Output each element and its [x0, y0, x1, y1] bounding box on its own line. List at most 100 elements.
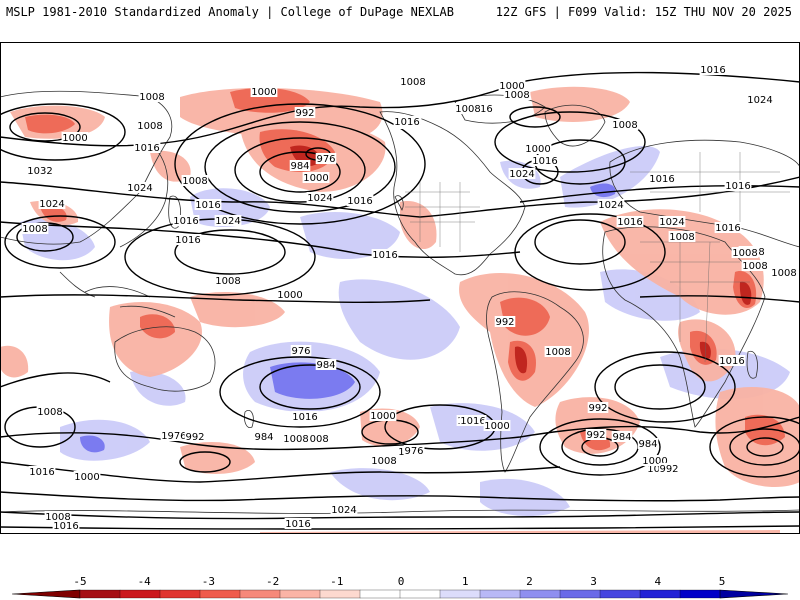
- contour-label-bg: [174, 234, 202, 245]
- contour-label-bg: [454, 103, 482, 114]
- contour-label-bg: [403, 445, 425, 456]
- contour-label-bg: [61, 132, 89, 143]
- contour-label: 1008: [742, 261, 767, 272]
- contour-label-bg: [290, 345, 312, 356]
- colorbar-left-arrow-icon: [11, 589, 81, 599]
- colorbar-tick-label: 5: [718, 575, 726, 588]
- contour-label-bg: [718, 355, 746, 366]
- contour-label-bg: [544, 346, 572, 357]
- contour-label-bg: [611, 431, 633, 442]
- contour-label-bg: [276, 289, 304, 300]
- contour-label: 1016: [649, 174, 674, 185]
- contour-label-bg: [73, 471, 101, 482]
- contour-label-bg: [38, 198, 66, 209]
- contour-label-bg: [587, 402, 609, 413]
- contour-label: 1024: [659, 217, 684, 228]
- contour-label-bg: [741, 260, 769, 271]
- contour-label: 1016: [460, 416, 485, 427]
- contour-label: 1008: [455, 104, 480, 115]
- contour-label-bg: [138, 91, 166, 102]
- contour-label-bg: [637, 438, 659, 449]
- contour-label: 1000: [251, 87, 276, 98]
- contour-label: 984: [254, 432, 273, 443]
- colorbar-cell: [639, 589, 681, 599]
- contour-label: 1008: [504, 90, 529, 101]
- contour-label: 976: [291, 346, 310, 357]
- contour-label-bg: [181, 175, 209, 186]
- contour-label: 984: [612, 432, 631, 443]
- colorbar-tick-label: -3: [201, 575, 216, 588]
- contour-label: 1016: [292, 412, 317, 423]
- contour-label-bg: [658, 463, 680, 474]
- contour-label-bg: [302, 172, 330, 183]
- contour-label: 1008: [612, 120, 637, 131]
- colorbar-cell: [79, 589, 121, 599]
- contour-label: 1016: [394, 117, 419, 128]
- contour-label-bg: [616, 216, 644, 227]
- contour-label: 1008: [22, 224, 47, 235]
- contour-label-bg: [44, 511, 72, 522]
- contour-label: 1016: [347, 196, 372, 207]
- contour-label: 1024: [747, 95, 772, 106]
- contour-label-bg: [699, 64, 727, 75]
- contour-label: 984: [316, 360, 335, 371]
- contour-label-bg: [26, 165, 54, 176]
- contour-label: 1024: [509, 169, 534, 180]
- colorbar-cell: [279, 589, 321, 599]
- colorbar-tick-label: 4: [654, 575, 662, 588]
- colorbar-cell: [319, 589, 361, 599]
- contour-label-bg: [21, 223, 49, 234]
- contour-label: 1016: [29, 467, 54, 478]
- contour-label-bg: [250, 86, 278, 97]
- contour-label-bg: [641, 455, 669, 466]
- contour-label-bg: [291, 411, 319, 422]
- contour-label-bg: [508, 168, 536, 179]
- contour-label: 1008: [45, 512, 70, 523]
- contour-label-bg: [315, 153, 337, 164]
- contour-label-bg: [531, 155, 559, 166]
- contour-label-bg: [253, 431, 275, 442]
- colorbar-cell: [559, 589, 601, 599]
- contour-label: 1016: [719, 356, 744, 367]
- contour-label-bg: [330, 504, 358, 515]
- colorbar-cell: [399, 589, 441, 599]
- contour-label-bg: [289, 160, 311, 171]
- contour-label-bg: [585, 429, 607, 440]
- colorbar-cell: [199, 589, 241, 599]
- colorbar-cell: [119, 589, 161, 599]
- isobars: [0, 71, 800, 530]
- contour-label-bg: [714, 222, 742, 233]
- colorbar-tick-label: 2: [526, 575, 533, 588]
- contour-label: 1008: [371, 456, 396, 467]
- contour-label-bg: [658, 216, 686, 227]
- contour-label: 1016: [195, 200, 220, 211]
- contour-label-bg: [393, 116, 421, 127]
- contour-label: 1016: [725, 181, 750, 192]
- contour-label-bg: [52, 520, 80, 531]
- colorbar-cell: [359, 589, 401, 599]
- contour-label: 976: [167, 431, 186, 442]
- contour-label: 1032: [27, 166, 52, 177]
- contour-label: 1008: [215, 276, 240, 287]
- contour-label: 1008: [545, 347, 570, 358]
- colorbar-tick-label: -2: [265, 575, 280, 588]
- contour-label: 1000: [277, 290, 302, 301]
- colorbar-cell: [479, 589, 521, 599]
- contour-label-bg: [306, 192, 334, 203]
- contour-label: 1008: [137, 121, 162, 132]
- colorbar-cell: [679, 589, 721, 599]
- colorbar-tick-label: 0: [397, 575, 405, 588]
- contour-label: 1008: [283, 434, 308, 445]
- contour-label-bg: [597, 199, 625, 210]
- contour-label-bg: [126, 182, 154, 193]
- contour-label: 1016: [372, 250, 397, 261]
- colorbar-tick-label: -5: [73, 575, 87, 588]
- contour-label: 1024: [331, 505, 356, 516]
- contour-label-bg: [136, 120, 164, 131]
- contour-label-bg: [315, 359, 337, 370]
- contour-label-bg: [503, 89, 531, 100]
- contour-label: 1016: [53, 521, 78, 532]
- contour-label: 1024: [215, 216, 240, 227]
- coastlines: [0, 90, 800, 514]
- map-title: MSLP 1981-2010 Standardized Anomaly | Co…: [6, 5, 454, 19]
